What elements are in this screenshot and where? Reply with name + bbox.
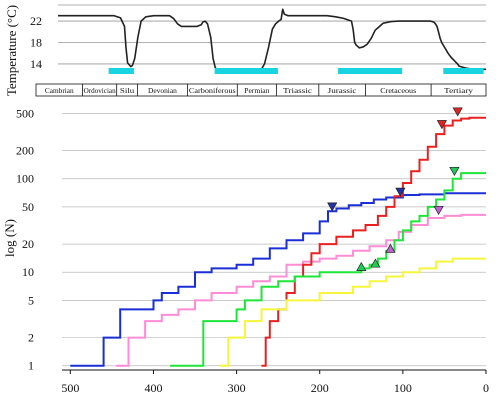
extinction-marker-triangle-up bbox=[356, 261, 367, 271]
diversity-x-tick-label: 500 bbox=[61, 381, 79, 395]
extinction-marker-triangle-up bbox=[385, 243, 396, 253]
period-label: Cambrian bbox=[45, 87, 74, 95]
diversity-x-tick-label: 0 bbox=[483, 381, 489, 395]
diversity-y-tick-label: 5 bbox=[28, 293, 34, 307]
period-label: Permian bbox=[244, 87, 270, 95]
period-label: Tertiary bbox=[444, 87, 473, 95]
geologic-period-bar: Cambrian Ordovician Silu Devonian Carbonifer… bbox=[35, 83, 487, 97]
period-label: Carboniferous bbox=[189, 87, 236, 95]
extinction-marker-triangle-up bbox=[370, 258, 381, 268]
diversity-y-tick-label: 500 bbox=[16, 106, 34, 120]
extinction-marker-triangle-down bbox=[433, 205, 444, 216]
temp-y-axis-title: Temperature (°C) bbox=[4, 5, 19, 96]
period-label: Jurassic bbox=[328, 87, 357, 95]
extinction-marker-triangle-down bbox=[452, 107, 463, 117]
period-label: Devonian bbox=[148, 87, 177, 95]
diversity-series-line-green bbox=[170, 172, 486, 367]
temperature-series-line bbox=[58, 8, 486, 73]
diversity-series-line-pink bbox=[116, 213, 486, 367]
diversity-y-tick-label: 50 bbox=[22, 200, 34, 214]
diversity-y-tick-label: 200 bbox=[16, 144, 34, 158]
temp-y-tick-label: 18 bbox=[30, 36, 42, 50]
diversity-x-tick-label: 100 bbox=[394, 381, 412, 395]
diversity-series-line-blue bbox=[70, 192, 486, 367]
diversity-x-tick-label: 300 bbox=[228, 381, 246, 395]
period-label: Silu bbox=[120, 87, 135, 95]
temp-y-tick-label: 14 bbox=[30, 57, 42, 71]
diversity-y-tick-label: 1 bbox=[28, 359, 34, 373]
diversity-y-tick-label: 10 bbox=[22, 265, 34, 279]
diversity-x-tick-label: 400 bbox=[144, 381, 162, 395]
diversity-y-tick-label: 100 bbox=[16, 172, 34, 186]
extinction-marker-triangle-down bbox=[395, 187, 406, 197]
cold-interval-bar bbox=[108, 68, 134, 74]
extinction-marker-triangle-down bbox=[436, 120, 447, 130]
period-bar-frame bbox=[35, 83, 487, 97]
diversity-y-tick-label: 20 bbox=[22, 237, 34, 251]
cold-interval-bar bbox=[214, 68, 278, 74]
temp-y-tick-label: 22 bbox=[30, 14, 42, 28]
temperature-panel: 14 18 22 Temperature (°C) bbox=[4, 4, 486, 96]
cold-interval-bar bbox=[338, 68, 403, 74]
period-label: Cretaceous bbox=[380, 87, 416, 95]
period-label: Triassic bbox=[283, 87, 312, 95]
diversity-y-tick-label: 2 bbox=[28, 331, 34, 345]
diversity-y-axis-title: log (N) bbox=[2, 219, 17, 257]
cold-interval-bar bbox=[443, 68, 484, 74]
diversity-series-line-yellow bbox=[220, 257, 486, 367]
diversity-series-line-red bbox=[261, 116, 486, 367]
diversity-panel: 1 2 5 10 20 50 100 200 500 500 400 300 200 100 0 log (N… bbox=[2, 106, 489, 395]
diversity-x-tick-label: 200 bbox=[311, 381, 329, 395]
period-label: Ordovician bbox=[84, 87, 117, 95]
extinction-marker-triangle-down bbox=[449, 166, 460, 177]
extinction-marker-triangle-down bbox=[327, 202, 338, 212]
